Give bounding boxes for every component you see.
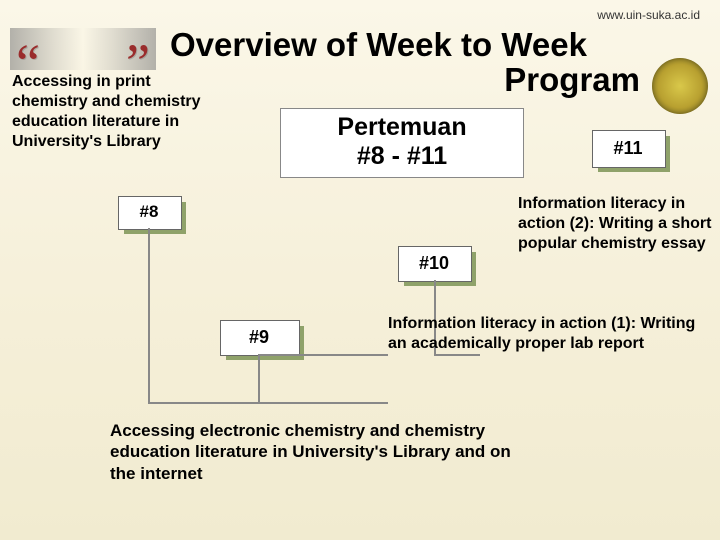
site-url: www.uin-suka.ac.id	[597, 8, 700, 22]
center-line-2: #8 - #11	[281, 142, 523, 171]
title-line-1: Overview of Week to Week	[170, 26, 587, 63]
week10-label: #10	[419, 253, 449, 273]
week9-label: #9	[249, 327, 269, 347]
university-logo-icon	[652, 58, 708, 114]
title-line-2: Program	[170, 63, 690, 98]
connector-line	[148, 228, 150, 402]
quote-ornament: “ ”	[10, 28, 156, 70]
week9-description: Accessing electronic chemistry and chemi…	[110, 420, 540, 484]
week11-box: #11	[592, 130, 664, 166]
week9-box: #9	[220, 320, 298, 354]
week10-box: #10	[398, 246, 470, 280]
center-line-1: Pertemuan	[281, 113, 523, 142]
connector-line	[148, 402, 388, 404]
meeting-range-box: Pertemuan #8 - #11	[280, 108, 524, 178]
week11-label: #11	[613, 138, 642, 158]
connector-line	[258, 354, 388, 356]
page-title: Overview of Week to Week Program	[170, 28, 690, 97]
week11-description: Information literacy in action (2): Writ…	[518, 194, 712, 254]
week8-description: Accessing in print chemistry and chemist…	[12, 72, 224, 152]
week8-box: #8	[118, 196, 180, 228]
connector-line	[258, 354, 260, 402]
connector-line	[434, 354, 480, 356]
week10-description: Information literacy in action (1): Writ…	[388, 314, 708, 354]
week8-label: #8	[140, 202, 159, 221]
